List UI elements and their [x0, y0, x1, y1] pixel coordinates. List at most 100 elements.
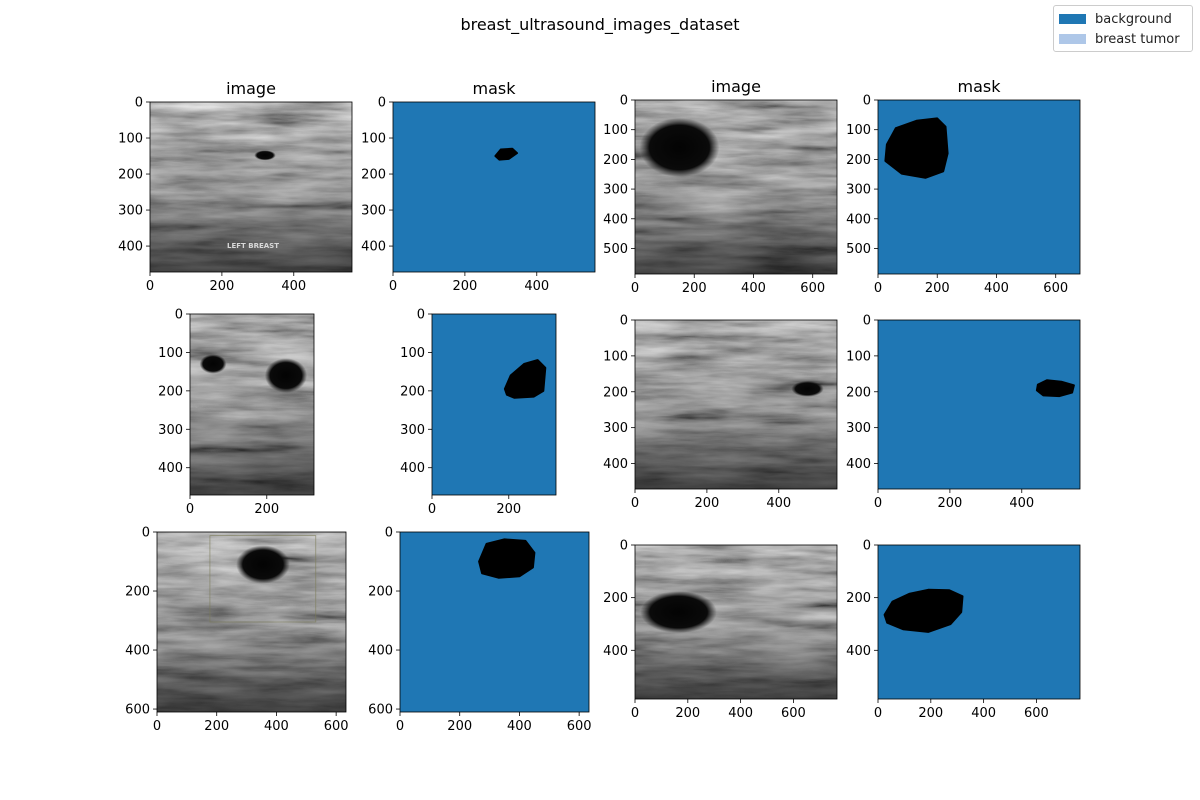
x-tick-label: 200 [204, 719, 229, 734]
legend-item-background: background [1059, 11, 1172, 27]
legend-item-breast-tumor: breast tumor [1059, 31, 1180, 47]
x-tick-label: 0 [396, 719, 404, 734]
x-tick-label: 400 [971, 706, 996, 721]
y-tick-label: 500 [846, 242, 871, 257]
ultrasound-depth-shade [635, 320, 837, 489]
legend-swatch-background [1059, 14, 1086, 24]
tumor-mask-region [884, 117, 949, 179]
y-tick-label: 200 [846, 591, 871, 606]
y-tick-label: 400 [603, 644, 628, 659]
axes-panel-8: 0 200 400 0 100 200 300 400 [846, 314, 1081, 511]
y-tick-label: 400 [125, 644, 150, 659]
lesion-dark-region [264, 358, 308, 393]
x-tick-label: 200 [925, 281, 950, 296]
ultrasound-depth-shade [190, 314, 314, 495]
legend: background breast tumor [1053, 5, 1193, 52]
figure-title: breast_ultrasound_images_dataset [460, 15, 739, 35]
y-tick-label: 200 [603, 591, 628, 606]
y-tick-label: 0 [863, 314, 871, 329]
axes-title: mask [473, 79, 517, 98]
x-tick-label: 600 [800, 281, 825, 296]
y-tick-label: 300 [158, 423, 183, 438]
axes-frame [877, 99, 1081, 275]
tumor-mask-region [494, 147, 518, 161]
x-tick-label: 400 [1009, 496, 1034, 511]
x-tick-label: 200 [447, 719, 472, 734]
x-tick-label: 0 [146, 279, 154, 294]
x-tick-label: 200 [682, 281, 707, 296]
tumor-mask-region [503, 359, 547, 399]
x-tick-label: 200 [209, 279, 234, 294]
axes-frame [634, 319, 838, 490]
x-tick-label: 600 [1043, 281, 1068, 296]
y-tick-label: 0 [863, 94, 871, 109]
lesion-dark-region [199, 354, 227, 374]
y-tick-label: 400 [846, 644, 871, 659]
x-tick-label: 0 [874, 706, 882, 721]
x-tick-label: 0 [428, 502, 436, 517]
axes-panel-4: mask 0 200 400 600 0 100 200 300 400 500 [846, 77, 1081, 296]
axes-panel-3: image 0 200 400 600 0 100 200 300 400 500 [603, 77, 838, 296]
y-tick-label: 100 [400, 346, 425, 361]
axes-frame [634, 544, 838, 700]
y-tick-label: 100 [603, 123, 628, 138]
axes-frame [877, 544, 1081, 700]
y-tick-label: 200 [118, 168, 143, 183]
y-tick-label: 100 [603, 349, 628, 364]
y-tick-label: 400 [846, 457, 871, 472]
mask-background [432, 314, 556, 495]
axes-frame [149, 101, 353, 273]
axes-frame [156, 531, 347, 713]
roi-box [209, 535, 317, 623]
y-tick-label: 400 [158, 461, 183, 476]
axes-frame [189, 313, 315, 496]
tumor-mask-region [1035, 379, 1075, 398]
y-tick-label: 100 [846, 123, 871, 138]
x-tick-label: 0 [631, 496, 639, 511]
x-tick-label: 400 [281, 279, 306, 294]
x-tick-label: 0 [389, 279, 397, 294]
axes-title: mask [958, 77, 1002, 96]
x-tick-label: 400 [741, 281, 766, 296]
y-tick-label: 0 [620, 314, 628, 329]
x-tick-label: 200 [254, 502, 279, 517]
y-tick-label: 600 [368, 703, 393, 718]
y-tick-label: 400 [603, 212, 628, 227]
tumor-mask-region [883, 588, 964, 633]
y-tick-label: 0 [142, 526, 150, 541]
y-tick-label: 200 [603, 153, 628, 168]
x-tick-label: 200 [496, 502, 521, 517]
x-tick-label: 600 [567, 719, 592, 734]
x-tick-label: 400 [507, 719, 532, 734]
y-tick-label: 200 [368, 585, 393, 600]
axes-panel-12: 0 200 400 600 0 200 400 [846, 539, 1081, 721]
mask-background [878, 320, 1080, 489]
x-tick-label: 200 [452, 279, 477, 294]
y-tick-label: 400 [118, 240, 143, 255]
x-tick-label: 400 [264, 719, 289, 734]
axes-panel-1: LEFT BREAST image 0 200 400 0 100 200 300 400 [118, 79, 353, 294]
y-tick-label: 200 [846, 153, 871, 168]
x-tick-label: 0 [153, 719, 161, 734]
axes-frame [634, 99, 838, 275]
x-tick-label: 600 [324, 719, 349, 734]
lesion-dark-region [640, 591, 717, 634]
axes-title: image [226, 79, 276, 98]
image-annotation: LEFT BREAST [227, 242, 279, 250]
y-tick-label: 200 [400, 384, 425, 399]
y-tick-label: 200 [158, 384, 183, 399]
x-tick-label: 400 [766, 496, 791, 511]
axes-panel-2: mask 0 200 400 0 100 200 300 400 [361, 79, 596, 294]
y-tick-label: 600 [125, 703, 150, 718]
x-tick-label: 600 [1024, 706, 1049, 721]
x-tick-label: 400 [984, 281, 1009, 296]
axes-frame [392, 101, 596, 273]
y-tick-label: 100 [118, 132, 143, 147]
legend-swatch-breast-tumor [1059, 34, 1086, 44]
y-tick-label: 0 [863, 539, 871, 554]
x-tick-label: 0 [186, 502, 194, 517]
y-tick-label: 0 [385, 526, 393, 541]
